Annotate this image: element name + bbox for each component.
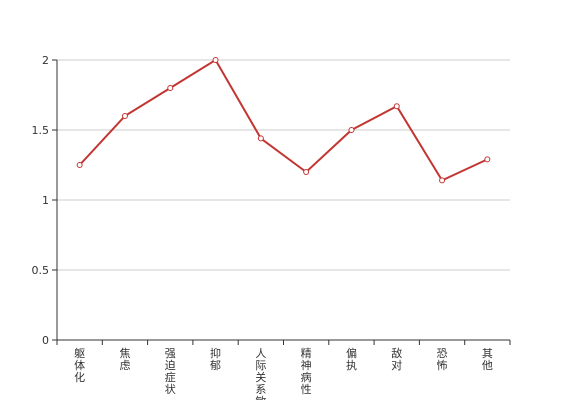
line bbox=[78, 58, 488, 182]
x-tick-label: 精神病性 bbox=[301, 347, 312, 396]
point bbox=[212, 57, 219, 63]
x-tick-label: 敌对 bbox=[391, 346, 402, 372]
y-tick-label: 2 bbox=[42, 54, 49, 67]
point bbox=[167, 85, 174, 91]
x-tick-label: 其他 bbox=[482, 347, 493, 372]
point bbox=[348, 127, 355, 133]
point bbox=[484, 156, 491, 163]
y-tick-label: 0 bbox=[42, 334, 49, 347]
y-tick-label: 1.5 bbox=[32, 124, 50, 137]
x-tick-label: 人际关系敏感 bbox=[255, 347, 266, 400]
point bbox=[393, 103, 400, 110]
y-tick-label: 0.5 bbox=[32, 264, 50, 277]
x-tick-label: 躯体化 bbox=[74, 347, 85, 384]
y-tick-label: 1 bbox=[42, 194, 49, 207]
x-tick-label: 强迫症状 bbox=[165, 347, 176, 396]
x-tick-label: 恐怖 bbox=[437, 347, 448, 372]
point bbox=[303, 169, 310, 175]
x-tick-label: 偏执 bbox=[346, 346, 357, 372]
point bbox=[439, 177, 446, 184]
x-tick-label: 抑郁 bbox=[210, 346, 221, 372]
point bbox=[257, 135, 264, 142]
x-tick-label: 焦虑 bbox=[119, 347, 130, 372]
point bbox=[121, 113, 128, 119]
point bbox=[76, 162, 83, 168]
